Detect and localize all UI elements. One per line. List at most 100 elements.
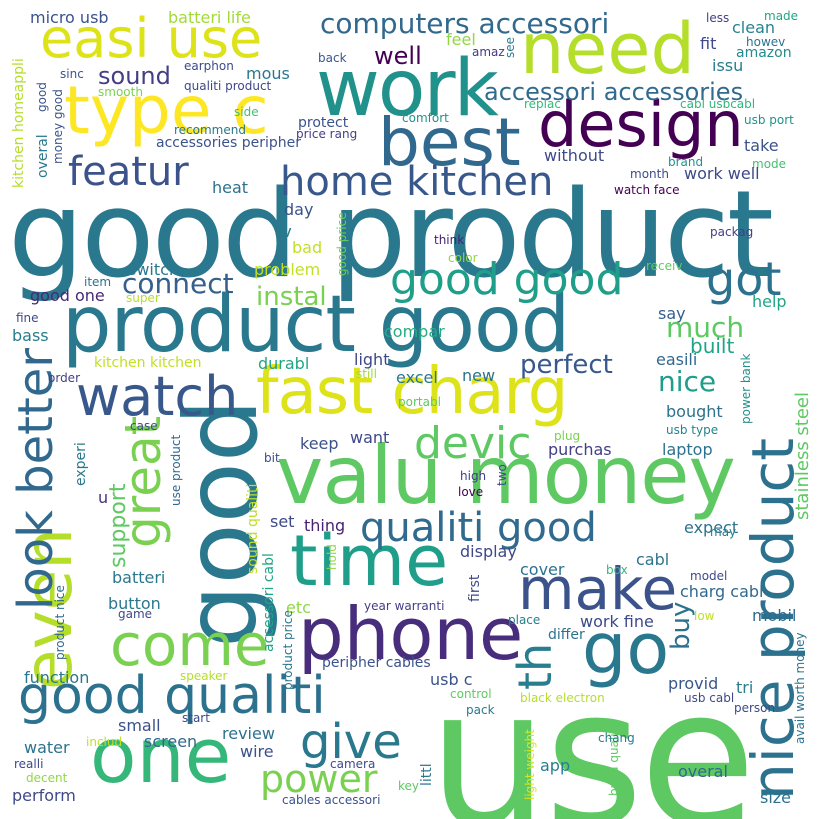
word-feel: feel <box>446 30 476 49</box>
word-still: still <box>356 367 377 381</box>
word-compar: compar <box>384 322 445 341</box>
word-plug: plug <box>554 429 581 443</box>
word-back: back <box>318 51 347 65</box>
word-size: size <box>760 788 792 807</box>
word-place: place <box>508 613 541 627</box>
word-mous: mous <box>246 64 290 83</box>
word-new: new <box>462 366 496 385</box>
word-cabl-usbcabl: cabl usbcabl <box>680 97 756 111</box>
word-good-good: good good <box>390 254 624 305</box>
word-portabl: portabl <box>398 395 441 409</box>
word-qualiti-good: qualiti good <box>360 505 597 551</box>
word-love: love <box>458 485 484 499</box>
word-hold: hold <box>325 544 339 570</box>
word-batteri: batteri <box>112 568 166 587</box>
word-chang: chang <box>598 731 635 745</box>
word-super: super <box>126 291 160 305</box>
word-type-c: type c <box>64 72 269 149</box>
word-case: case <box>130 419 158 433</box>
word-color: color <box>448 251 478 265</box>
word-design: design <box>538 88 744 161</box>
word-connect: connect <box>122 267 234 300</box>
word-support: support <box>106 483 131 568</box>
word-usb-port: usb port <box>744 113 794 127</box>
word-first: first <box>467 574 483 602</box>
word-receiv: receiv <box>646 259 683 273</box>
word-without: without <box>544 146 605 165</box>
word-product-price: product price <box>281 610 295 690</box>
word-computers-accessori: computers accessori <box>320 7 610 40</box>
word-nice: nice <box>658 365 717 398</box>
word-think: think <box>434 233 465 247</box>
word-accessories-peripher: accessories peripher <box>156 135 302 151</box>
word-come: come <box>110 611 270 679</box>
word-key: key <box>398 779 420 793</box>
word-perform: perform <box>12 786 76 805</box>
word-differ: differ <box>548 627 585 643</box>
word-need: need <box>520 8 695 90</box>
word-function: function <box>24 668 90 687</box>
word-one: one <box>90 711 232 800</box>
word-person: person <box>734 701 776 715</box>
word-tv: tv <box>276 222 292 241</box>
word-accessori-cabl: accessori cabl <box>261 553 277 652</box>
word-howev: howev <box>746 35 786 49</box>
word-two: two <box>495 464 509 486</box>
word-go: go <box>582 608 670 690</box>
word-bass: bass <box>12 326 49 345</box>
word-set: set <box>270 512 295 531</box>
word-light: light <box>354 350 390 369</box>
word-button: button <box>108 594 161 613</box>
word-app: app <box>540 756 571 775</box>
word-charg-cabl: charg cabl <box>680 582 764 601</box>
word-work-well: work well <box>684 164 760 183</box>
word-sound-qualiti: sound qualiti <box>245 483 261 574</box>
word-product-nice: product nice <box>53 585 67 660</box>
word-packag: packag <box>710 225 754 239</box>
word-month: month <box>630 167 669 181</box>
word-make: make <box>518 555 678 623</box>
word-wire: wire <box>240 742 274 761</box>
word-power-bank: power bank <box>739 353 753 424</box>
word-protect: protect <box>298 115 349 131</box>
word-batteri-life: batteri life <box>168 8 251 27</box>
word-day: day <box>284 200 314 219</box>
word-excel: excel <box>396 368 438 387</box>
word-screen: screen <box>144 732 198 751</box>
word-work: work <box>316 44 499 134</box>
word-good-price: good price <box>335 212 349 276</box>
word-avail-worth-money: avail worth money <box>793 632 807 744</box>
word-issu: issu <box>712 56 744 75</box>
word-well: well <box>374 42 422 70</box>
word-good-product: good product <box>8 166 774 305</box>
word-watch: watch <box>76 365 239 428</box>
word-use: use <box>428 648 756 819</box>
word-cables-accessori: cables accessori <box>282 793 381 807</box>
word-expect: expect <box>684 518 739 537</box>
word-item: item <box>84 275 112 289</box>
word-buy: buy <box>666 601 696 650</box>
word-pack: pack <box>466 703 495 717</box>
word-peripher-cables: peripher cables <box>322 655 431 671</box>
word-water: water <box>24 738 70 757</box>
word-valu-money: valu money <box>276 429 736 522</box>
word-got: got <box>706 252 782 306</box>
word-may: may <box>710 525 737 539</box>
word-black-electron: black electron <box>520 691 605 705</box>
word-small: small <box>118 716 161 735</box>
word-want: want <box>350 428 390 447</box>
word-model: model <box>690 569 728 583</box>
word-display: display <box>460 542 517 561</box>
word-good-one: good one <box>30 286 105 305</box>
word-bit: bit <box>264 451 280 465</box>
word-qualiti-product: qualiti product <box>184 79 272 93</box>
word-year-warranti: year warranti <box>364 599 445 613</box>
word-game: game <box>118 607 153 621</box>
word-easili: easili <box>656 350 698 369</box>
word-devic: devic <box>414 418 532 469</box>
word-watch-face: watch face <box>614 183 680 197</box>
word-overal: overal <box>678 762 728 781</box>
word-side: side <box>234 105 259 119</box>
word-problem: problem <box>254 260 321 279</box>
word-experi: experi <box>73 442 89 486</box>
